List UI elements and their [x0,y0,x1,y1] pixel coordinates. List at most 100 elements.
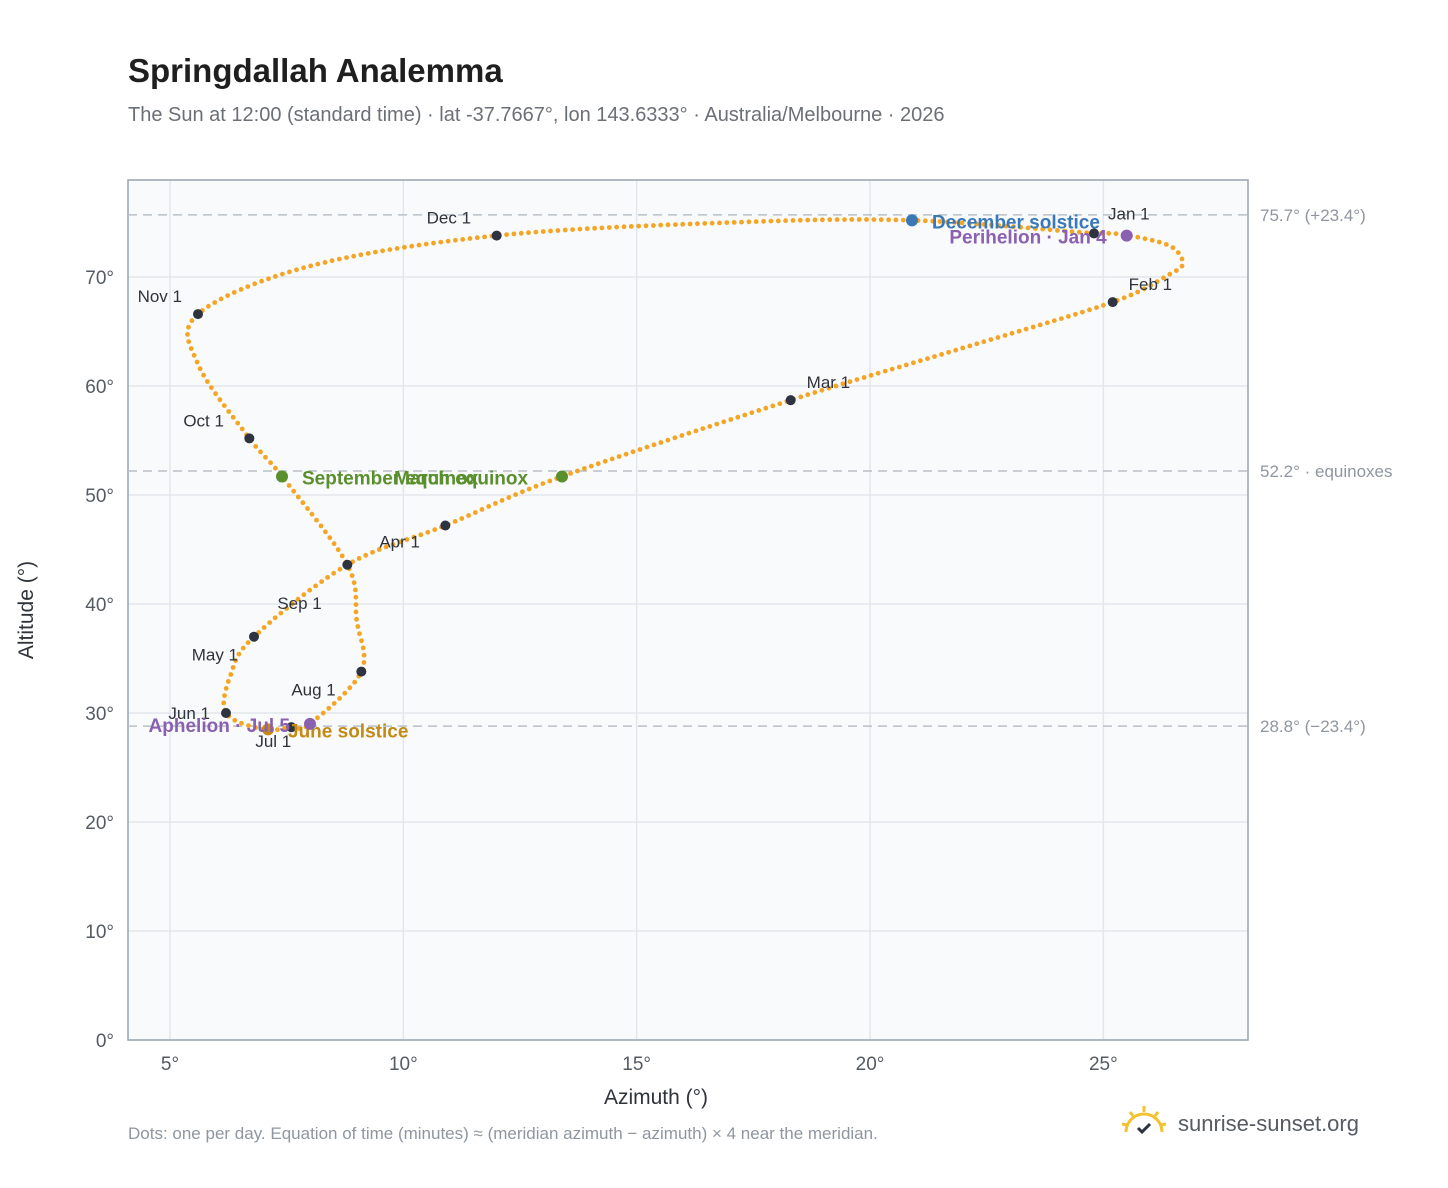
daily-dot [307,587,313,593]
y-tick-label: 50° [85,486,114,507]
chart-subtitle: The Sun at 12:00 (standard time) · lat -… [128,104,945,126]
daily-dot [588,463,594,469]
daily-dot [337,566,343,572]
brand-link[interactable]: sunrise-sunset.org [1120,1102,1359,1146]
daily-dot [930,218,936,224]
daily-dot [266,276,271,282]
daily-dot [280,271,285,277]
daily-dot [790,218,796,223]
daily-dot [261,625,267,630]
daily-dot [953,347,959,353]
daily-dot [1080,309,1085,315]
daily-dot [275,727,280,733]
daily-dot [245,640,251,645]
daily-dot [331,541,337,547]
daily-dot [418,532,424,538]
daily-dot [658,440,664,445]
daily-dot [1149,237,1155,243]
daily-dot [308,263,314,269]
daily-dot [380,248,385,254]
daily-dot [322,260,328,265]
daily-dot [191,352,197,358]
daily-dot [201,372,207,378]
daily-dot [240,645,246,651]
daily-dot [614,224,619,230]
daily-dot [318,523,324,529]
daily-dot [221,403,227,408]
daily-dot [284,606,289,611]
daily-dot [325,575,330,580]
event-marker [1120,229,1133,242]
daily-dot [226,409,232,414]
daily-dot [900,217,906,223]
daily-dot [301,592,307,598]
daily-dot [735,414,741,420]
daily-dot [643,223,649,229]
daily-dot [335,547,341,553]
daily-dot [974,341,980,347]
daily-dot [278,610,284,616]
daily-dot [695,221,700,227]
daily-dot [864,217,869,222]
daily-dot [547,478,553,484]
daily-dot [253,444,259,449]
daily-dot [452,519,458,524]
daily-dot [911,360,916,366]
daily-dot [840,381,846,387]
x-tick-label: 10° [389,1054,418,1075]
daily-dot [742,412,748,418]
daily-dot [339,553,345,559]
month-label: Apr 1 [379,533,420,552]
daily-dot [749,410,755,416]
daily-dot [702,221,708,226]
daily-dot [267,620,273,625]
daily-dot [1087,307,1092,313]
month-marker [440,520,451,531]
daily-dot [896,364,902,370]
daily-dot [680,221,686,227]
daily-dot [753,219,759,225]
daily-dot [376,547,382,552]
daily-dot [595,461,601,467]
daily-dot [960,345,966,351]
event-label: June solstice [288,721,408,742]
daily-dot [474,235,480,241]
daily-dot [423,241,429,247]
daily-dot [728,417,734,422]
daily-dot [1003,223,1009,229]
daily-dot [996,223,1002,228]
daily-dot [568,471,573,476]
x-tick-label: 5° [161,1054,179,1075]
daily-dot [1040,226,1046,232]
daily-dot [770,403,776,409]
daily-dot [230,414,236,420]
x-axis-label: Azimuth (°) [604,1086,708,1109]
daily-dot [673,222,678,228]
daily-dot [1055,228,1060,233]
event-marker [304,717,316,730]
month-label: Mar 1 [807,373,850,392]
daily-dot [296,726,302,731]
daily-dot [233,658,239,663]
daily-dot [707,424,713,429]
daily-dot [259,278,264,284]
daily-dot [1002,333,1008,338]
daily-dot [967,343,973,349]
daily-dot [1175,250,1181,256]
daily-dot [506,495,512,500]
daily-dot [763,405,769,411]
daily-dot [504,232,509,238]
daily-dot [486,504,492,509]
daily-dot [432,527,438,533]
daily-dot [820,217,825,223]
event-label: December solstice [932,212,1100,233]
daily-dot [246,723,251,728]
daily-dot [637,447,643,452]
daily-dot [212,300,218,305]
daily-dot [272,615,278,621]
daily-dot [871,217,877,223]
daily-dot [482,234,487,240]
daily-dot [479,507,485,512]
daily-dot [466,513,471,518]
daily-dot [570,227,575,233]
